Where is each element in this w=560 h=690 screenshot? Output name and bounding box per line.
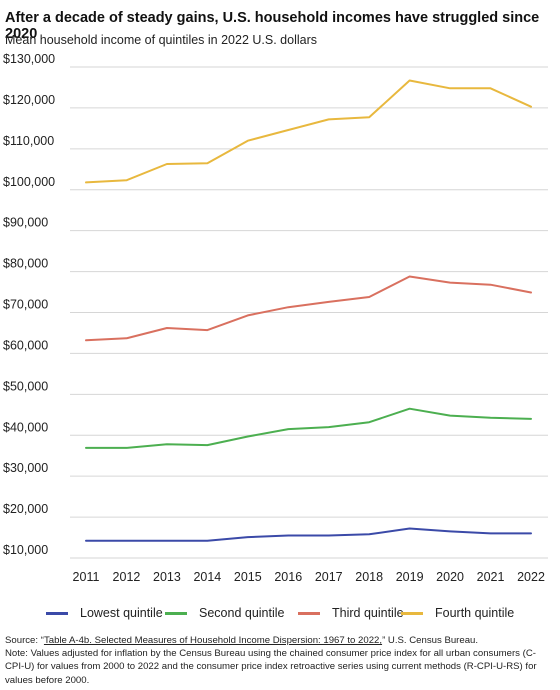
- y-tick-label: $80,000: [3, 257, 48, 271]
- legend-label-lowest: Lowest quintile: [80, 606, 163, 620]
- y-tick-label: $100,000: [3, 175, 55, 189]
- chart-footer: Source: “Table A-4b. Selected Measures o…: [5, 634, 550, 687]
- x-tick-label: 2019: [396, 570, 424, 584]
- source-link[interactable]: Table A-4b. Selected Measures of Househo…: [43, 635, 383, 646]
- legend-label-fourth: Fourth quintile: [435, 606, 515, 620]
- y-tick-label: $40,000: [3, 420, 48, 434]
- y-tick-label: $130,000: [3, 52, 55, 66]
- y-tick-label: $110,000: [3, 134, 54, 148]
- source-suffix: ” U.S. Census Bureau.: [382, 635, 479, 646]
- series-line-3: [85, 275, 532, 342]
- line-chart: $130,000 $120,000 $110,000 $100,000 $90,000 $…: [3, 52, 548, 584]
- y-tick-label: $30,000: [3, 461, 48, 475]
- series-line-2: [85, 407, 532, 449]
- chart-subtitle: Mean household income of quintiles in 20…: [5, 33, 317, 47]
- y-tick-label: $120,000: [3, 93, 55, 107]
- x-tick-label: 2014: [193, 570, 221, 584]
- legend-swatch-third: [298, 611, 320, 615]
- x-tick-label: 2017: [315, 570, 343, 584]
- x-tick-label: 2018: [355, 570, 383, 584]
- y-tick-label: $20,000: [3, 502, 48, 516]
- y-tick-label: $90,000: [3, 216, 48, 230]
- y-tick-label: $60,000: [3, 338, 48, 352]
- legend-swatch-second: [165, 611, 187, 615]
- y-tick-label: $50,000: [3, 379, 48, 393]
- x-tick-label: 2011: [73, 570, 100, 584]
- chart-title: After a decade of steady gains, U.S. hou…: [5, 10, 540, 42]
- note-text: Note: Values adjusted for inflation by t…: [5, 648, 537, 686]
- source-line: Source: “Table A-4b. Selected Measures o…: [5, 634, 550, 647]
- x-tick-label: 2020: [436, 570, 464, 584]
- y-tick-label: $10,000: [3, 543, 48, 557]
- legend-item-second: Second quintile: [165, 606, 284, 620]
- legend-item-fourth: Fourth quintile: [401, 606, 514, 620]
- source-prefix: Source: “: [5, 635, 44, 646]
- y-tick-label: $70,000: [3, 298, 48, 312]
- legend-label-second: Second quintile: [199, 606, 285, 620]
- x-tick-label: 2021: [477, 570, 505, 584]
- chart-legend: Lowest quintile Second quintile Third qu…: [0, 606, 560, 626]
- x-tick-label: 2012: [113, 570, 141, 584]
- legend-item-third: Third quintile: [298, 606, 404, 620]
- x-tick-label: 2015: [234, 570, 262, 584]
- x-tick-label: 2013: [153, 570, 181, 584]
- legend-swatch-fourth: [401, 611, 423, 615]
- legend-label-third: Third quintile: [332, 606, 404, 620]
- series-line-1: [85, 527, 532, 542]
- x-tick-label: 2022: [517, 570, 545, 584]
- series-line-4: [85, 79, 532, 184]
- x-tick-label: 2016: [274, 570, 302, 584]
- legend-item-lowest: Lowest quintile: [46, 606, 163, 620]
- legend-swatch-lowest: [46, 611, 68, 615]
